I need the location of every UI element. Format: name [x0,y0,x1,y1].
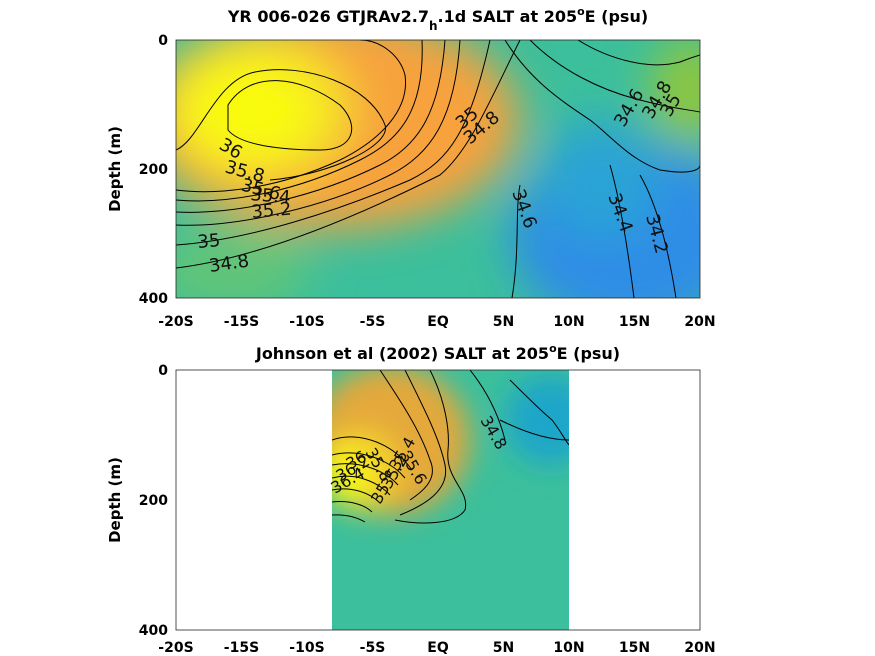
x-tick-label: -20S [158,314,193,330]
bottom-y-axis-label: Depth (m) [106,457,124,543]
x-tick-label: 5N [493,314,514,330]
x-tick-label: -15S [224,640,259,656]
x-tick-label: 5N [493,640,514,656]
x-tick-label: EQ [427,314,449,330]
top-x-ticks: -20S -15S -10S -5S EQ 5N 10N 15N 20N [158,314,715,330]
x-tick-label: 20N [684,640,715,656]
contour-label: 35.2 [251,199,293,223]
x-tick-label: -5S [360,640,386,656]
top-salinity-field [176,40,700,298]
x-tick-label: EQ [427,640,449,656]
bottom-x-ticks: -20S -15S -10S -5S EQ 5N 10N 15N 20N [158,640,715,656]
x-tick-label: -5S [360,314,386,330]
bottom-y-ticks: 0 200 400 [139,363,168,639]
top-y-ticks: 0 200 400 [139,33,168,307]
contour-label: 35 [197,230,222,253]
top-plot-frame [175,39,701,299]
x-tick-label: -10S [289,640,324,656]
top-panel-title: YR 006-026 GTJRAv2.7h.1d SALT at 205oE (… [227,5,648,33]
top-contours [176,40,700,298]
y-tick-label: 400 [139,291,168,307]
x-tick-label: -10S [289,314,324,330]
x-tick-label: 10N [553,640,584,656]
y-tick-label: 400 [139,623,168,639]
x-tick-label: 15N [619,314,650,330]
y-tick-label: 0 [158,363,168,379]
bottom-plot-frame [175,369,701,631]
x-tick-label: -20S [158,640,193,656]
y-tick-label: 200 [139,493,168,509]
contour-label: 35.4 [250,184,292,208]
bottom-salinity-field [332,370,569,630]
x-tick-label: 15N [619,640,650,656]
x-tick-label: 10N [553,314,584,330]
y-tick-label: 200 [139,162,168,178]
bottom-panel: Johnson et al (2002) SALT at 205oE (psu) [106,342,716,656]
bottom-contours [332,370,569,524]
x-tick-label: 20N [684,314,715,330]
top-y-axis-label: Depth (m) [106,126,124,212]
bottom-panel-title: Johnson et al (2002) SALT at 205oE (psu) [255,342,620,363]
x-tick-label: -15S [224,314,259,330]
y-tick-label: 0 [158,33,168,49]
top-panel: YR 006-026 GTJRAv2.7h.1d SALT at 205oE (… [106,5,716,330]
